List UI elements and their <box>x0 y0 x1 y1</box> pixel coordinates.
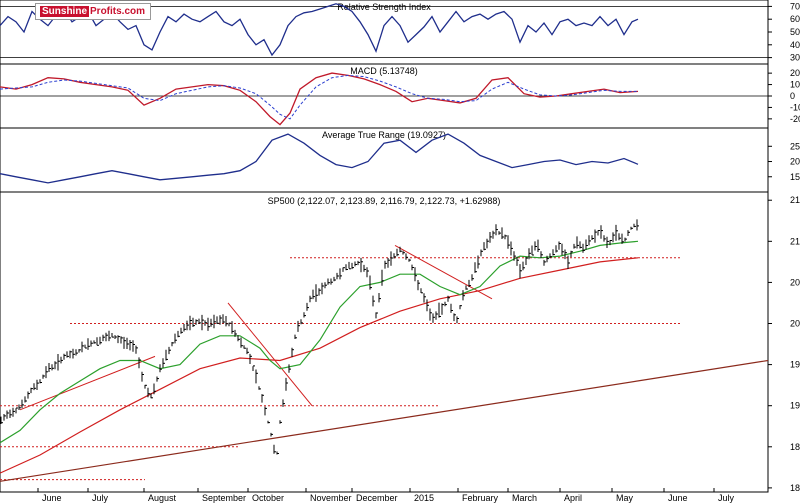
y-tick-label: 10 <box>790 80 800 90</box>
trend-line <box>0 359 769 482</box>
x-tick-label: July <box>92 493 109 503</box>
x-tick-label: April <box>564 493 582 503</box>
macd-panel: MACD (5.13748) -20 -10010 20 <box>0 63 800 129</box>
y-tick-label: 15 <box>790 172 800 182</box>
y-tick-label: 1850 <box>790 442 800 452</box>
x-axis: June July August September October November De… <box>37 488 735 503</box>
y-tick-label: 2100 <box>790 236 800 246</box>
x-tick-label: December <box>356 493 398 503</box>
macd-title: MACD (5.13748) <box>350 66 418 76</box>
trend-line <box>19 355 156 411</box>
y-tick-label: 1900 <box>790 401 800 411</box>
x-tick-label: June <box>668 493 688 503</box>
y-tick-label: 50 <box>790 27 800 37</box>
y-tick-label: 70 <box>790 1 800 11</box>
trend-lines <box>0 244 769 482</box>
x-tick-label: 2015 <box>414 493 434 503</box>
y-tick-label: 20 <box>790 68 800 78</box>
x-tick-label: June <box>42 493 62 503</box>
y-tick-label: 1800 <box>790 483 800 493</box>
y-tick-label: 40 <box>790 40 800 50</box>
x-tick-label: July <box>718 493 735 503</box>
y-tick-label: 25 <box>790 141 800 151</box>
macd-y-ticks: -20 -10010 20 <box>768 68 800 124</box>
atr-panel: Average True Range (19.0927) 15 20 25 <box>0 127 800 193</box>
y-tick-label: 0 <box>790 91 795 101</box>
x-tick-label: September <box>202 493 246 503</box>
y-tick-label: -10 <box>790 102 800 112</box>
moving-average-long <box>0 257 639 474</box>
atr-title: Average True Range (19.0927) <box>322 130 446 140</box>
y-tick-label: 60 <box>790 14 800 24</box>
x-tick-label: August <box>148 493 177 503</box>
sunshine-profits-logo: Sunshine Profits.com <box>35 3 152 20</box>
trend-line <box>227 302 313 407</box>
atr-frame <box>0 127 769 193</box>
y-tick-label: -20 <box>790 114 800 124</box>
price-title: SP500 (2,122.07, 2,123.89, 2,116.79, 2,1… <box>268 196 501 206</box>
y-tick-label: 2050 <box>790 277 800 287</box>
support-resistance-levels <box>0 257 680 481</box>
x-tick-label: October <box>252 493 284 503</box>
trend-line <box>394 244 493 300</box>
y-tick-label: 20 <box>790 157 800 167</box>
atr-y-ticks: 15 20 25 <box>768 141 800 182</box>
price-bars <box>0 219 639 455</box>
rsi-title: Relative Strength Index <box>337 2 431 12</box>
price-y-ticks: 1800 1850 1900 1950 2000 2050 2100 2150 <box>768 195 800 493</box>
x-tick-label: May <box>616 493 634 503</box>
y-tick-label: 2150 <box>790 195 800 205</box>
y-tick-label: 1950 <box>790 360 800 370</box>
price-frame <box>0 191 769 493</box>
moving-average-short <box>0 240 639 444</box>
y-tick-label: 2000 <box>790 319 800 329</box>
macd-line <box>0 72 639 126</box>
macd-signal-line <box>0 74 638 120</box>
rsi-y-ticks: 30 40 50 60 70 <box>768 1 800 63</box>
price-panel: SP500 (2,122.07, 2,123.89, 2,116.79, 2,1… <box>0 191 800 493</box>
x-tick-label: March <box>512 493 537 503</box>
x-tick-label: November <box>310 493 352 503</box>
logo-part-profits: Profits.com <box>90 6 146 17</box>
x-tick-label: February <box>462 493 499 503</box>
atr-line <box>0 133 639 184</box>
y-tick-label: 30 <box>790 53 800 63</box>
logo-part-sunshine: Sunshine <box>40 6 90 17</box>
